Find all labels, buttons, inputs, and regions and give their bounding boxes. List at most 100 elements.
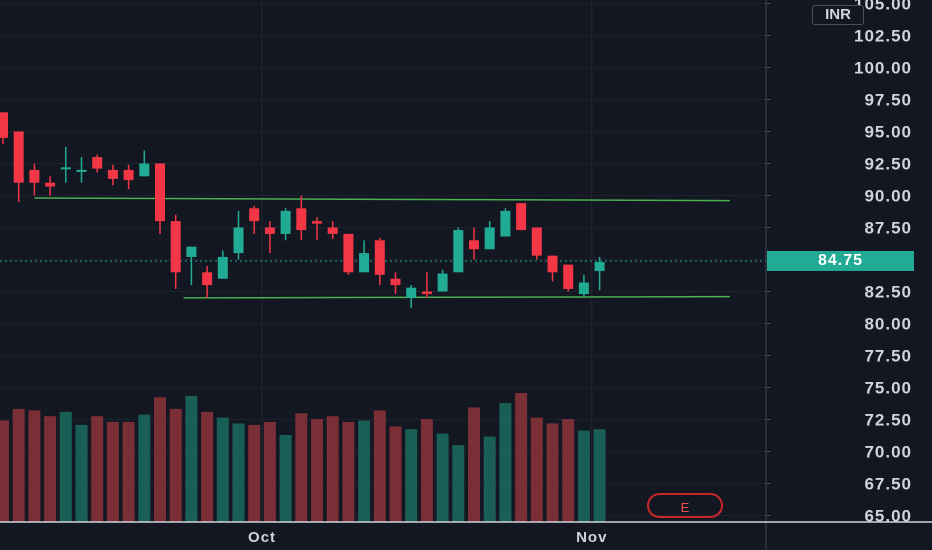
price-tick-label: 97.50 xyxy=(864,91,912,110)
price-tick-label: 70.00 xyxy=(864,443,912,462)
volume-bar xyxy=(562,419,575,522)
volume-bar xyxy=(75,424,88,522)
candle-body xyxy=(186,246,197,257)
price-tick-label: 105.00 xyxy=(854,0,912,14)
price-tick-label: 80.00 xyxy=(864,315,912,334)
price-tick-label: 77.50 xyxy=(864,347,912,366)
candle-body xyxy=(390,278,401,286)
candle-body xyxy=(500,210,511,237)
candle-body xyxy=(453,230,464,273)
candle-body xyxy=(469,240,479,250)
candle-body xyxy=(437,273,448,292)
candle-body xyxy=(107,169,118,179)
volume-bar xyxy=(169,408,182,522)
volume-bar xyxy=(122,421,135,522)
candle-body xyxy=(421,291,432,295)
last-price-label: 84.75 xyxy=(767,251,914,271)
candle-body xyxy=(594,262,605,272)
volume-bar xyxy=(420,419,433,522)
volume-bar xyxy=(577,430,590,522)
volume-bar xyxy=(154,397,166,522)
candle-body xyxy=(249,208,260,222)
volume-bar xyxy=(499,403,512,522)
candle-body xyxy=(123,169,134,181)
volume-bar xyxy=(91,416,104,522)
price-tick-label: 82.50 xyxy=(864,283,912,302)
trendlines xyxy=(34,197,730,299)
candle-body xyxy=(547,255,558,273)
volume-bar xyxy=(232,423,245,522)
volume-bar xyxy=(0,420,9,522)
candle-body xyxy=(233,227,244,254)
volume-bar xyxy=(185,395,198,522)
price-tick-label: 90.00 xyxy=(864,187,912,206)
volume-bar xyxy=(515,392,528,522)
candle-body xyxy=(516,203,527,231)
price-tick-label: 67.50 xyxy=(864,475,912,494)
volume-bar xyxy=(59,411,72,522)
candle-body xyxy=(406,287,417,298)
candle-body xyxy=(264,227,275,234)
volume-bar xyxy=(530,417,543,522)
volume-bar xyxy=(279,435,292,522)
price-tick-label: 65.00 xyxy=(864,507,912,526)
candle-body xyxy=(327,227,338,234)
candle-body xyxy=(312,221,322,224)
trendline[interactable] xyxy=(183,295,730,299)
volume-bar xyxy=(373,410,386,522)
volume-bar xyxy=(138,414,151,522)
candle-body xyxy=(29,169,40,183)
candle-body xyxy=(374,240,385,275)
volume-bar xyxy=(295,413,308,522)
trendline[interactable] xyxy=(34,197,730,202)
candle-body xyxy=(484,227,495,250)
candle-body xyxy=(280,210,291,234)
price-tick-label: 100.00 xyxy=(854,59,912,78)
candle-body xyxy=(343,233,354,273)
candle-body xyxy=(296,208,307,231)
candle-body xyxy=(202,272,213,286)
candle-body xyxy=(578,282,589,295)
volume-bar xyxy=(389,426,402,522)
price-tick-label: 102.50 xyxy=(854,27,912,46)
volume-bar xyxy=(311,419,323,522)
volume-bar xyxy=(326,416,339,522)
candle-body xyxy=(217,256,228,279)
time-axis[interactable]: Oct Nov xyxy=(248,529,607,546)
price-tick-label: 72.50 xyxy=(864,411,912,430)
candle-body xyxy=(563,264,574,289)
candlesticks xyxy=(0,112,605,309)
candle-body xyxy=(60,167,71,170)
volume-bar xyxy=(358,420,371,522)
volume-bar xyxy=(28,410,41,522)
time-tick-label: Nov xyxy=(576,529,607,546)
volume-bar xyxy=(483,436,496,522)
volume-bar xyxy=(216,417,229,522)
candle-body xyxy=(13,131,24,183)
candle-body xyxy=(359,253,370,273)
volume-bar xyxy=(593,429,606,522)
volume-bar xyxy=(405,429,418,522)
volume-bar xyxy=(342,421,355,522)
price-tick-label: 87.50 xyxy=(864,219,912,238)
volume-bar xyxy=(12,408,25,522)
earnings-badge[interactable]: E xyxy=(647,493,723,518)
currency-label[interactable]: INR xyxy=(812,5,864,25)
volume-bar xyxy=(452,445,465,522)
volume-bar xyxy=(201,411,214,522)
volume-bars xyxy=(0,392,606,522)
candle-body xyxy=(155,163,165,222)
volume-bar xyxy=(468,407,480,522)
volume-bar xyxy=(248,424,261,522)
candle-body xyxy=(170,221,181,273)
volume-bar xyxy=(546,423,559,522)
candle-body xyxy=(45,182,56,187)
volume-bar xyxy=(263,421,276,522)
price-tick-label: 92.50 xyxy=(864,155,912,174)
candle-body xyxy=(92,157,103,169)
volume-bar xyxy=(106,421,119,522)
candle-body xyxy=(531,227,542,256)
time-tick-label: Oct xyxy=(248,529,276,546)
price-tick-label: 95.00 xyxy=(864,123,912,142)
